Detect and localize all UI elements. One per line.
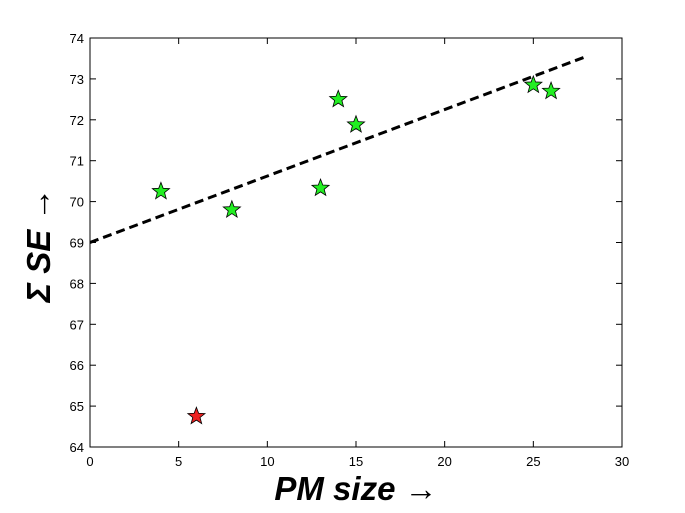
x-tick-label: 15 [349,454,363,469]
data-point [328,89,348,108]
y-tick-label: 72 [70,113,84,128]
data-point [222,199,242,218]
data-point [523,74,543,94]
y-tick-label: 69 [70,236,84,251]
x-tick-label: 20 [437,454,451,469]
x-axis-title: PM size → [274,470,437,507]
x-tick-label: 10 [260,454,274,469]
x-tick-label: 25 [526,454,540,469]
data-point [541,81,561,100]
y-axis-title: Σ SE → [20,188,57,304]
axis-ticks: 0 5 10 15 20 25 30 64 65 66 67 68 69 70 71 72 73 74 [70,31,630,469]
x-tick-label: 5 [175,454,182,469]
y-tick-label: 74 [70,31,84,46]
x-tick-label: 0 [86,454,93,469]
data-points [151,74,561,425]
y-tick-label: 65 [70,399,84,414]
y-tick-label: 73 [70,72,84,87]
y-tick-label: 66 [70,358,84,373]
trendline [89,55,588,244]
y-tick-label: 68 [70,276,84,291]
trendline-group [89,55,588,244]
y-tick-label: 67 [70,317,84,332]
data-point [310,177,331,197]
data-point [346,114,366,133]
data-point [151,181,171,200]
x-tick-label: 30 [615,454,629,469]
data-point [186,406,207,425]
y-tick-label: 70 [70,195,84,210]
y-tick-label: 71 [70,154,84,169]
plot-area [89,37,623,448]
y-tick-label: 64 [70,440,84,455]
